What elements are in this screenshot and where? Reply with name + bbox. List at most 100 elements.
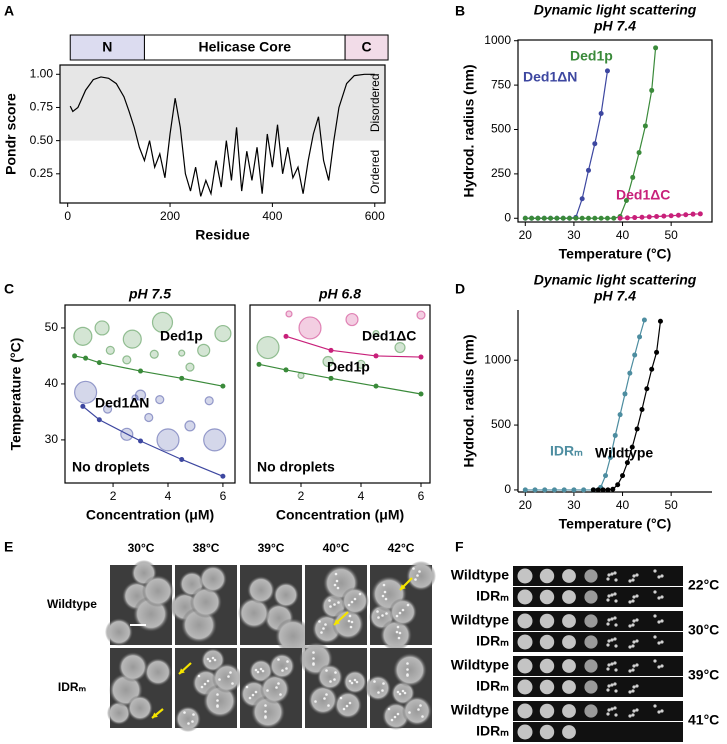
granule [381,614,384,617]
plate-strip [513,611,683,631]
micrograph [369,561,436,651]
data-point [636,150,642,156]
data-point [634,426,640,432]
colony [653,569,657,573]
granule [348,701,352,705]
colony [632,619,636,623]
granule [314,700,317,703]
colony [660,595,664,599]
chart-title: pH 6.8 [318,286,361,302]
granule [251,693,255,697]
cell [402,696,432,726]
granule [349,625,353,629]
y-axis-label: Pondr score [3,93,19,175]
plate-strip [513,587,683,607]
x-tick-label: 40 [616,228,630,242]
series-label: Ded1ΔN [523,69,577,85]
granule [350,600,354,604]
data-point [72,353,78,359]
granule [254,668,258,672]
x-tick-label: 50 [664,498,678,512]
colony [606,688,610,692]
series-label: Ded1p [160,328,203,344]
spot [517,703,533,719]
data-point [604,68,610,74]
granule [322,627,325,630]
data-point [627,370,633,376]
droplet-bubble [151,311,174,333]
granule [406,673,409,676]
data-point [668,213,674,219]
region-label: Disordered [368,73,382,132]
cell [144,658,172,686]
colony [657,596,661,600]
granule [419,704,422,707]
y-tick-label: 0 [504,210,511,224]
spot [539,703,555,719]
granule [393,715,397,719]
colony [606,598,610,602]
arrow-head [334,619,340,625]
colony [610,617,614,621]
granule [355,680,359,684]
colony [613,592,617,596]
temperature-label: 22°C [688,577,719,593]
chart: 2 4 6 Concentration (μM) pH 6.8 No droplets De… [249,286,431,523]
row-label: IDRₘ [58,680,86,694]
data-point [690,211,696,217]
row-label: IDRₘ [476,588,509,604]
y-tick-label: 40 [45,376,59,390]
data-point [220,473,226,479]
cell [341,587,369,615]
data-point [675,212,681,218]
column-header: 42°C [388,541,415,555]
x-axis-label: Concentration (μM) [276,507,404,523]
data-point [561,487,567,493]
colony [653,590,657,594]
cell [212,663,242,693]
data-point [605,487,611,493]
colony [606,712,610,716]
granule [329,680,332,683]
y-axis-label: Temperature (°C) [8,338,24,451]
spot [562,614,576,628]
spot [539,658,555,674]
x-tick-label: 20 [519,498,533,512]
spot [562,590,576,604]
colony [606,667,610,671]
y-tick-label: 50 [45,320,59,334]
data-point [586,167,592,173]
row-label: IDRₘ [476,723,509,739]
arrow-head [179,668,185,674]
spot [584,680,598,694]
data-point [328,375,334,381]
spot-row [513,587,683,607]
colony [631,668,635,672]
droplet-bubble [144,412,154,423]
row-label: Wildtype [451,657,509,673]
micrograph [240,648,302,729]
granule [266,689,269,692]
data-point [637,334,643,340]
granule [383,590,387,594]
y-tick-label: 250 [491,166,511,180]
panel-label: C [4,281,14,297]
spot-row [513,677,683,697]
granule [312,651,315,654]
colony [632,595,636,599]
colony [632,640,636,644]
data-point [579,215,585,221]
data-point [630,174,636,180]
granule [254,690,258,694]
x-tick-label: 400 [262,209,282,223]
x-tick-label: 6 [418,489,425,503]
spot [539,679,555,695]
data-point [617,412,623,418]
granule [395,614,399,618]
colony [607,573,611,577]
colony [610,638,614,642]
data-point [529,215,535,221]
colony [610,707,614,711]
data-point [256,361,262,367]
